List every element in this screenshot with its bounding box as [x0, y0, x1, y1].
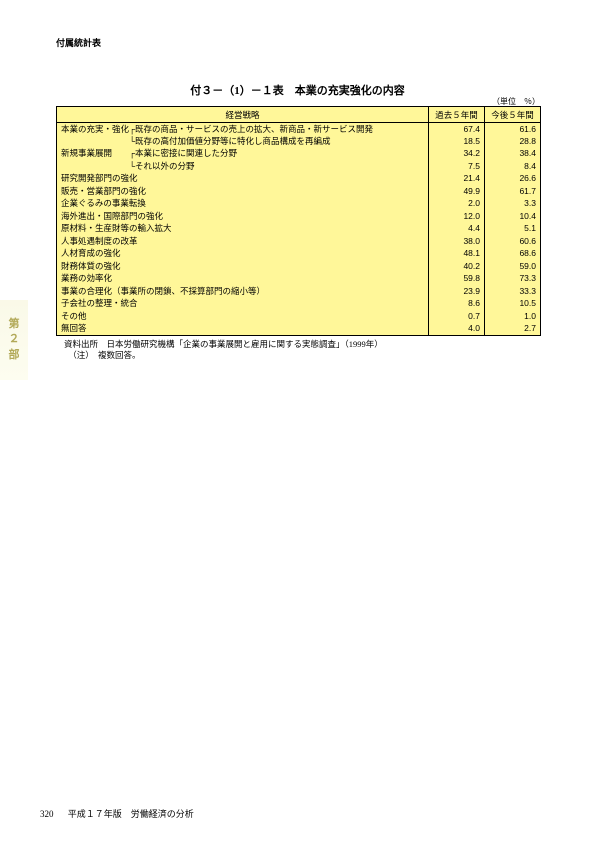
source-line-2: （注） 複数回答。 — [64, 350, 383, 361]
row-next5: 8.4 — [485, 160, 541, 172]
side-tab-char-3: 部 — [9, 348, 20, 363]
row-next5: 38.4 — [485, 148, 541, 160]
table-row: 無回答4.02.7 — [57, 323, 541, 336]
row-next5: 33.3 — [485, 285, 541, 297]
table-row: 海外進出・国際部門の強化12.010.4 — [57, 210, 541, 222]
table-row: その他0.71.0 — [57, 310, 541, 322]
table-row: 業務の効率化59.873.3 — [57, 273, 541, 285]
source-line-1: 資料出所 日本労働研究機構「企業の事業展開と雇用に関する実態調査」（1999年） — [64, 339, 383, 350]
footer-title: 平成１７年版 労働経済の分析 — [68, 809, 194, 819]
row-label: 業務の効率化 — [57, 273, 429, 285]
table-row: └それ以外の分野7.58.4 — [57, 160, 541, 172]
header-label: 付属統計表 — [56, 36, 101, 49]
row-past5: 48.1 — [429, 248, 485, 260]
row-past5: 12.0 — [429, 210, 485, 222]
row-next5: 28.8 — [485, 135, 541, 147]
row-label: 新規事業展開 ┌本業に密接に関連した分野 — [57, 148, 429, 160]
table-row: └既存の高付加価値分野等に特化し商品構成を再編成18.528.8 — [57, 135, 541, 147]
row-label: └既存の高付加価値分野等に特化し商品構成を再編成 — [57, 135, 429, 147]
row-next5: 3.3 — [485, 198, 541, 210]
row-label: 無回答 — [57, 323, 429, 336]
row-label: 研究開発部門の強化 — [57, 173, 429, 185]
row-label: 財務体質の強化 — [57, 260, 429, 272]
table-row: 研究開発部門の強化21.426.6 — [57, 173, 541, 185]
row-label: 企業ぐるみの事業転換 — [57, 198, 429, 210]
row-label: 人材育成の強化 — [57, 248, 429, 260]
row-next5: 61.6 — [485, 123, 541, 136]
row-next5: 60.6 — [485, 235, 541, 247]
page-footer: 320 平成１７年版 労働経済の分析 — [40, 807, 194, 820]
source-block: 資料出所 日本労働研究機構「企業の事業展開と雇用に関する実態調査」（1999年）… — [64, 339, 383, 362]
row-past5: 21.4 — [429, 173, 485, 185]
row-label: 子会社の整理・統合 — [57, 298, 429, 310]
row-label: 本業の充実・強化┌既存の商品・サービスの売上の拡大、新商品・新サービス開発 — [57, 123, 429, 136]
row-label: 原材料・生産財等の輸入拡大 — [57, 223, 429, 235]
row-past5: 7.5 — [429, 160, 485, 172]
row-next5: 5.1 — [485, 223, 541, 235]
table-row: 人材育成の強化48.168.6 — [57, 248, 541, 260]
col-header-next5: 今後５年間 — [485, 107, 541, 123]
row-label: 販売・営業部門の強化 — [57, 185, 429, 197]
row-label: 事業の合理化（事業所の閉鎖、不採算部門の縮小等） — [57, 285, 429, 297]
row-past5: 18.5 — [429, 135, 485, 147]
table-row: 原材料・生産財等の輸入拡大4.45.1 — [57, 223, 541, 235]
row-past5: 38.0 — [429, 235, 485, 247]
row-label: 海外進出・国際部門の強化 — [57, 210, 429, 222]
row-next5: 59.0 — [485, 260, 541, 272]
row-next5: 73.3 — [485, 273, 541, 285]
table-row: 販売・営業部門の強化49.961.7 — [57, 185, 541, 197]
row-label: └それ以外の分野 — [57, 160, 429, 172]
table-row: 財務体質の強化40.259.0 — [57, 260, 541, 272]
row-past5: 4.4 — [429, 223, 485, 235]
row-past5: 40.2 — [429, 260, 485, 272]
table-header-row: 経営戦略 過去５年間 今後５年間 — [57, 107, 541, 123]
row-label: 人事処遇制度の改革 — [57, 235, 429, 247]
row-past5: 34.2 — [429, 148, 485, 160]
table-row: 事業の合理化（事業所の閉鎖、不採算部門の縮小等）23.933.3 — [57, 285, 541, 297]
row-label: その他 — [57, 310, 429, 322]
table-row: 新規事業展開 ┌本業に密接に関連した分野34.238.4 — [57, 148, 541, 160]
data-table: 経営戦略 過去５年間 今後５年間 本業の充実・強化┌既存の商品・サービスの売上の… — [56, 106, 541, 336]
row-next5: 10.4 — [485, 210, 541, 222]
table-row: 子会社の整理・統合8.610.5 — [57, 298, 541, 310]
side-tab-char-1: 第 — [9, 317, 20, 332]
table-row: 企業ぐるみの事業転換2.03.3 — [57, 198, 541, 210]
row-next5: 10.5 — [485, 298, 541, 310]
col-header-strategy: 経営戦略 — [57, 107, 429, 123]
row-past5: 67.4 — [429, 123, 485, 136]
row-next5: 26.6 — [485, 173, 541, 185]
table-container: 経営戦略 過去５年間 今後５年間 本業の充実・強化┌既存の商品・サービスの売上の… — [56, 106, 541, 336]
table-row: 人事処遇制度の改革38.060.6 — [57, 235, 541, 247]
row-past5: 4.0 — [429, 323, 485, 336]
row-next5: 61.7 — [485, 185, 541, 197]
side-tab: 第 ２ 部 — [0, 300, 28, 380]
row-next5: 68.6 — [485, 248, 541, 260]
col-header-past5: 過去５年間 — [429, 107, 485, 123]
row-past5: 59.8 — [429, 273, 485, 285]
row-next5: 1.0 — [485, 310, 541, 322]
row-past5: 49.9 — [429, 185, 485, 197]
row-past5: 2.0 — [429, 198, 485, 210]
row-next5: 2.7 — [485, 323, 541, 336]
row-past5: 8.6 — [429, 298, 485, 310]
row-past5: 0.7 — [429, 310, 485, 322]
table-row: 本業の充実・強化┌既存の商品・サービスの売上の拡大、新商品・新サービス開発67.… — [57, 123, 541, 136]
side-tab-char-2: ２ — [9, 332, 20, 347]
table-body: 本業の充実・強化┌既存の商品・サービスの売上の拡大、新商品・新サービス開発67.… — [57, 123, 541, 336]
row-past5: 23.9 — [429, 285, 485, 297]
page-number: 320 — [40, 809, 54, 819]
